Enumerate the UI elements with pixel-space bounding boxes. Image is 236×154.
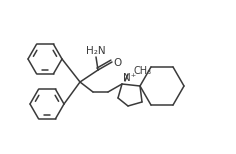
Text: CH₃: CH₃ <box>134 66 152 76</box>
Text: H₂N: H₂N <box>86 46 106 56</box>
Text: O: O <box>114 58 122 68</box>
Text: N⁺: N⁺ <box>123 73 136 83</box>
